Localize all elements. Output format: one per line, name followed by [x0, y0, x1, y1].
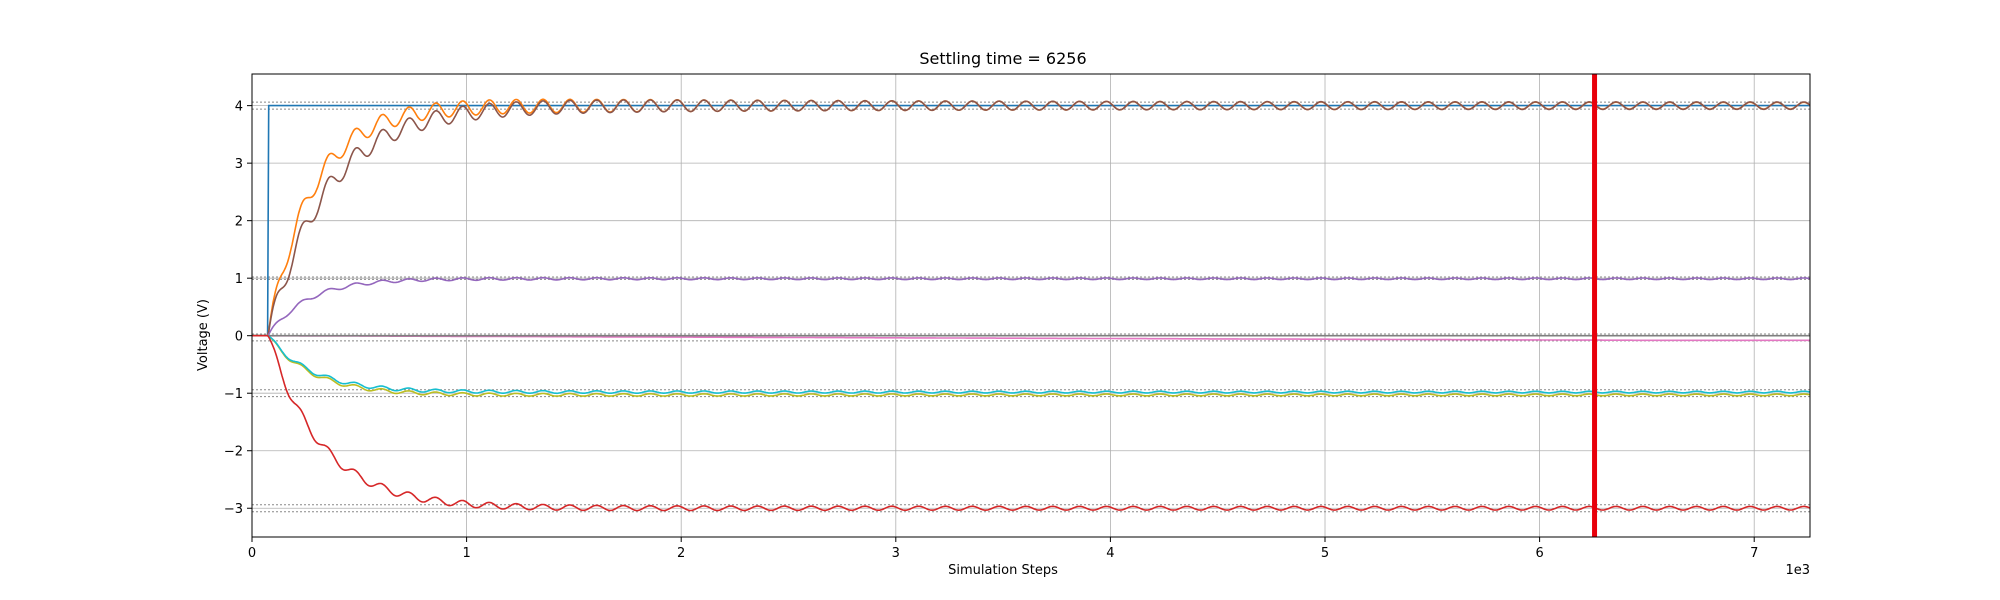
plot-frame [251, 73, 1811, 538]
x-tick-label: 5 [1321, 546, 1329, 561]
x-tick-label: 7 [1750, 546, 1758, 561]
x-tick-label: 6 [1535, 546, 1543, 561]
series-line-2 [252, 98, 1811, 337]
y-tick-label: −1 [224, 387, 243, 402]
axis-ticks: 0 1 2 3 4 5 6 7 −3 −2 −1 0 1 2 3 4 [224, 100, 1759, 561]
series-line-8 [252, 334, 1811, 395]
y-axis-label: Voltage (V) [196, 299, 211, 371]
series-lines [252, 98, 1811, 512]
x-tick-label: 4 [1106, 546, 1114, 561]
series-line-4 [252, 276, 1811, 337]
series-line-5 [252, 334, 1810, 342]
y-tick-label: 3 [235, 157, 243, 172]
x-tick-label: 1 [462, 546, 470, 561]
y-tick-label: −3 [224, 502, 243, 517]
y-tick-label: 2 [235, 215, 243, 230]
x-tick-label: 0 [248, 546, 256, 561]
x-tick-label: 3 [892, 546, 900, 561]
x-axis-offset-label: 1e3 [1785, 563, 1810, 578]
series-line-3 [252, 99, 1811, 337]
y-tick-label: −2 [224, 445, 243, 460]
reference-levels [252, 101, 1810, 513]
x-axis-label: Simulation Steps [948, 563, 1058, 578]
grid [251, 74, 1810, 537]
series-line-9 [252, 334, 1811, 512]
y-tick-label: 1 [235, 272, 243, 287]
chart-title: Settling time = 6256 [919, 49, 1086, 68]
series-line-7 [252, 334, 1811, 397]
y-tick-label: 0 [235, 330, 243, 345]
x-tick-label: 2 [677, 546, 685, 561]
y-tick-label: 4 [235, 100, 243, 115]
